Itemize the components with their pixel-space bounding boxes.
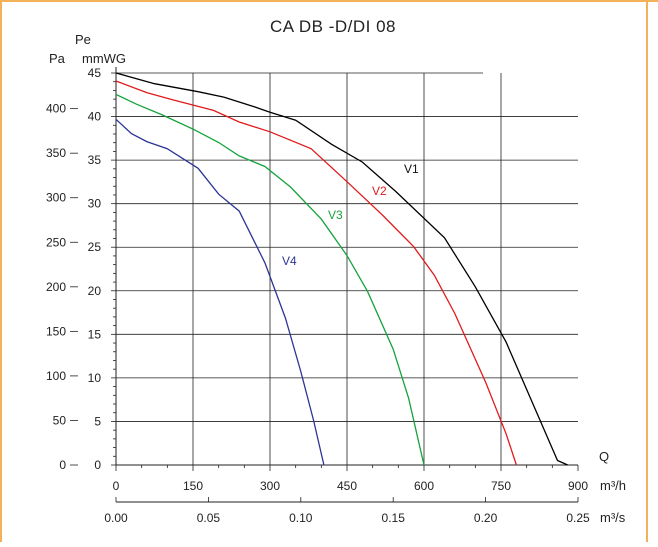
x-label-q: Q bbox=[599, 449, 609, 464]
chart-title: CA DB -D/DI 08 bbox=[270, 17, 396, 36]
x-m3h-tick-label: 750 bbox=[491, 479, 511, 493]
y-pa-tick-label: 250 bbox=[46, 235, 66, 249]
series-line-v4 bbox=[115, 118, 325, 466]
y-label-pe: Pe bbox=[75, 32, 91, 47]
y-pa-tick-label: 100 bbox=[46, 369, 66, 383]
y-mmwg-tick-label: 15 bbox=[88, 327, 102, 341]
y-pa-tick-label: 350 bbox=[46, 146, 66, 160]
x-m3s-tick-label: 0.10 bbox=[289, 511, 313, 525]
y-mmwg-tick-label: 0 bbox=[94, 458, 101, 472]
y-pa-tick-label: 300 bbox=[46, 191, 66, 205]
x-m3h-tick-label: 450 bbox=[337, 479, 357, 493]
y-pa-tick-label: 0 bbox=[59, 458, 66, 472]
series-line-v2 bbox=[115, 80, 518, 466]
grid bbox=[116, 72, 578, 465]
y-mmwg-tick-label: 20 bbox=[88, 284, 102, 298]
x-m3s-tick-label: 0.20 bbox=[474, 511, 498, 525]
y-label-mmwg: mmWG bbox=[82, 51, 126, 66]
x-m3s-tick-label: 0.05 bbox=[197, 511, 221, 525]
axes: 0501001502002503003504000510152025303540… bbox=[46, 66, 590, 525]
x-label-m3h: m³/h bbox=[600, 478, 626, 493]
x-m3h-tick-label: 0 bbox=[113, 479, 120, 493]
y-mmwg-tick-label: 45 bbox=[88, 66, 102, 80]
y-pa-tick-label: 50 bbox=[53, 413, 67, 427]
x-m3s-tick-label: 0.25 bbox=[566, 511, 590, 525]
y-mmwg-tick-label: 10 bbox=[88, 371, 102, 385]
x-m3s-tick-label: 0.00 bbox=[104, 511, 128, 525]
series-label-v2: V2 bbox=[372, 184, 387, 198]
x-m3h-tick-label: 600 bbox=[414, 479, 434, 493]
x-m3h-tick-label: 900 bbox=[568, 479, 588, 493]
y-label-pa: Pa bbox=[49, 51, 66, 66]
y-pa-tick-label: 400 bbox=[46, 102, 66, 116]
y-pa-tick-label: 200 bbox=[46, 280, 66, 294]
y-mmwg-tick-label: 5 bbox=[94, 414, 101, 428]
series-label-v4: V4 bbox=[282, 254, 297, 268]
labels: CA DB -D/DI 08 Pe Pa mmWG Q m³/h m³/s bbox=[49, 17, 626, 525]
y-mmwg-tick-label: 35 bbox=[88, 153, 102, 167]
x-m3s-tick-label: 0.15 bbox=[382, 511, 406, 525]
x-label-m3s: m³/s bbox=[600, 510, 626, 525]
series-label-v3: V3 bbox=[328, 208, 343, 222]
y-mmwg-tick-label: 25 bbox=[88, 240, 102, 254]
y-pa-tick-label: 150 bbox=[46, 324, 66, 338]
series-label-v1: V1 bbox=[404, 162, 419, 176]
series-layer: V1 V2 V3 V4 bbox=[115, 72, 568, 466]
y-mmwg-tick-label: 30 bbox=[88, 197, 102, 211]
x-m3h-tick-label: 150 bbox=[183, 479, 203, 493]
series-line-v1 bbox=[115, 72, 568, 466]
y-mmwg-tick-label: 40 bbox=[88, 110, 102, 124]
series-line-v3 bbox=[115, 93, 425, 466]
x-m3h-tick-label: 300 bbox=[260, 479, 280, 493]
